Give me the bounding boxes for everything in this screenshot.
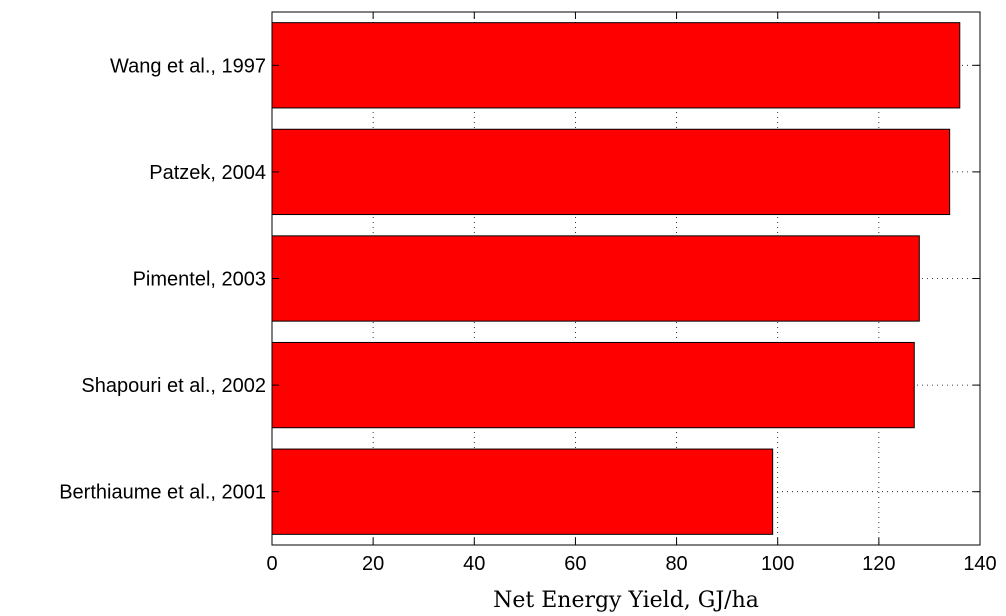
- bar: [271, 128, 951, 216]
- category-label: Berthiaume et al., 2001: [59, 482, 266, 504]
- bar: [271, 22, 961, 109]
- bars: [271, 22, 961, 535]
- x-tick-labels: 0 20 40 60 80 100 120 140: [266, 553, 996, 575]
- axis-ticks: [271, 12, 981, 545]
- x-tick-label: 60: [564, 553, 586, 575]
- category-labels: Berthiaume et al., 2001 Shapouri et al., …: [59, 55, 266, 503]
- x-tick-label: 20: [362, 553, 384, 575]
- x-tick-label: 120: [862, 553, 895, 575]
- x-axis-title: Net Energy Yield, GJ/ha: [493, 588, 759, 613]
- category-label: Patzek, 2004: [149, 162, 266, 184]
- category-label: Shapouri et al., 2002: [81, 375, 266, 397]
- x-tick-label: 100: [761, 553, 794, 575]
- category-label: Wang et al., 1997: [110, 55, 266, 77]
- x-tick-label: 40: [463, 553, 485, 575]
- x-tick-label: 0: [266, 553, 277, 575]
- x-tick-label: 140: [963, 553, 996, 575]
- category-label: Pimentel, 2003: [133, 269, 266, 291]
- bar: [271, 341, 915, 429]
- x-tick-label: 80: [665, 553, 687, 575]
- bar: [271, 235, 920, 322]
- bar: [271, 448, 774, 535]
